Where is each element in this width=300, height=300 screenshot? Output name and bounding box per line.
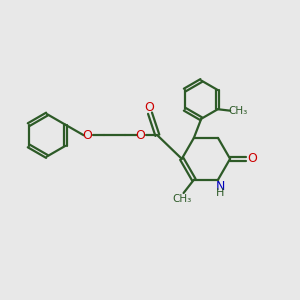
Text: O: O (247, 152, 257, 165)
Text: H: H (216, 188, 225, 198)
Text: CH₃: CH₃ (172, 194, 192, 205)
Text: CH₃: CH₃ (229, 106, 248, 116)
Text: O: O (136, 129, 146, 142)
Text: O: O (144, 101, 154, 114)
Text: O: O (82, 129, 92, 142)
Text: N: N (216, 180, 225, 193)
